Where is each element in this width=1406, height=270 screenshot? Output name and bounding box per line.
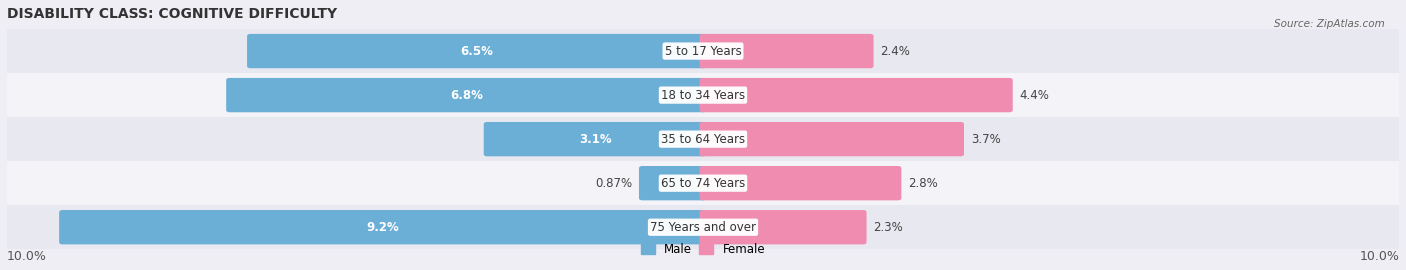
FancyBboxPatch shape <box>700 166 901 200</box>
Text: 10.0%: 10.0% <box>1360 250 1399 263</box>
Text: 6.5%: 6.5% <box>460 45 494 58</box>
Text: 65 to 74 Years: 65 to 74 Years <box>661 177 745 190</box>
Text: 4.4%: 4.4% <box>1019 89 1050 102</box>
Bar <box>7 117 1399 161</box>
FancyBboxPatch shape <box>59 210 706 244</box>
FancyBboxPatch shape <box>247 34 706 68</box>
FancyBboxPatch shape <box>700 122 965 156</box>
Bar <box>7 205 1399 249</box>
FancyBboxPatch shape <box>700 34 873 68</box>
Bar <box>7 73 1399 117</box>
FancyBboxPatch shape <box>226 78 706 112</box>
Text: 18 to 34 Years: 18 to 34 Years <box>661 89 745 102</box>
Text: 2.3%: 2.3% <box>873 221 903 234</box>
Text: 6.8%: 6.8% <box>450 89 482 102</box>
Text: 2.4%: 2.4% <box>880 45 910 58</box>
Legend: Male, Female: Male, Female <box>636 238 770 261</box>
Text: 75 Years and over: 75 Years and over <box>650 221 756 234</box>
Text: DISABILITY CLASS: COGNITIVE DIFFICULTY: DISABILITY CLASS: COGNITIVE DIFFICULTY <box>7 7 337 21</box>
Text: 0.87%: 0.87% <box>595 177 633 190</box>
Text: 35 to 64 Years: 35 to 64 Years <box>661 133 745 146</box>
Bar <box>7 161 1399 205</box>
Text: 2.8%: 2.8% <box>908 177 938 190</box>
FancyBboxPatch shape <box>700 210 866 244</box>
Text: 3.1%: 3.1% <box>579 133 612 146</box>
FancyBboxPatch shape <box>484 122 706 156</box>
Bar <box>7 29 1399 73</box>
Text: 5 to 17 Years: 5 to 17 Years <box>665 45 741 58</box>
FancyBboxPatch shape <box>638 166 706 200</box>
FancyBboxPatch shape <box>700 78 1012 112</box>
Text: 3.7%: 3.7% <box>972 133 1001 146</box>
Text: 10.0%: 10.0% <box>7 250 46 263</box>
Text: Source: ZipAtlas.com: Source: ZipAtlas.com <box>1274 19 1385 29</box>
Text: 9.2%: 9.2% <box>367 221 399 234</box>
